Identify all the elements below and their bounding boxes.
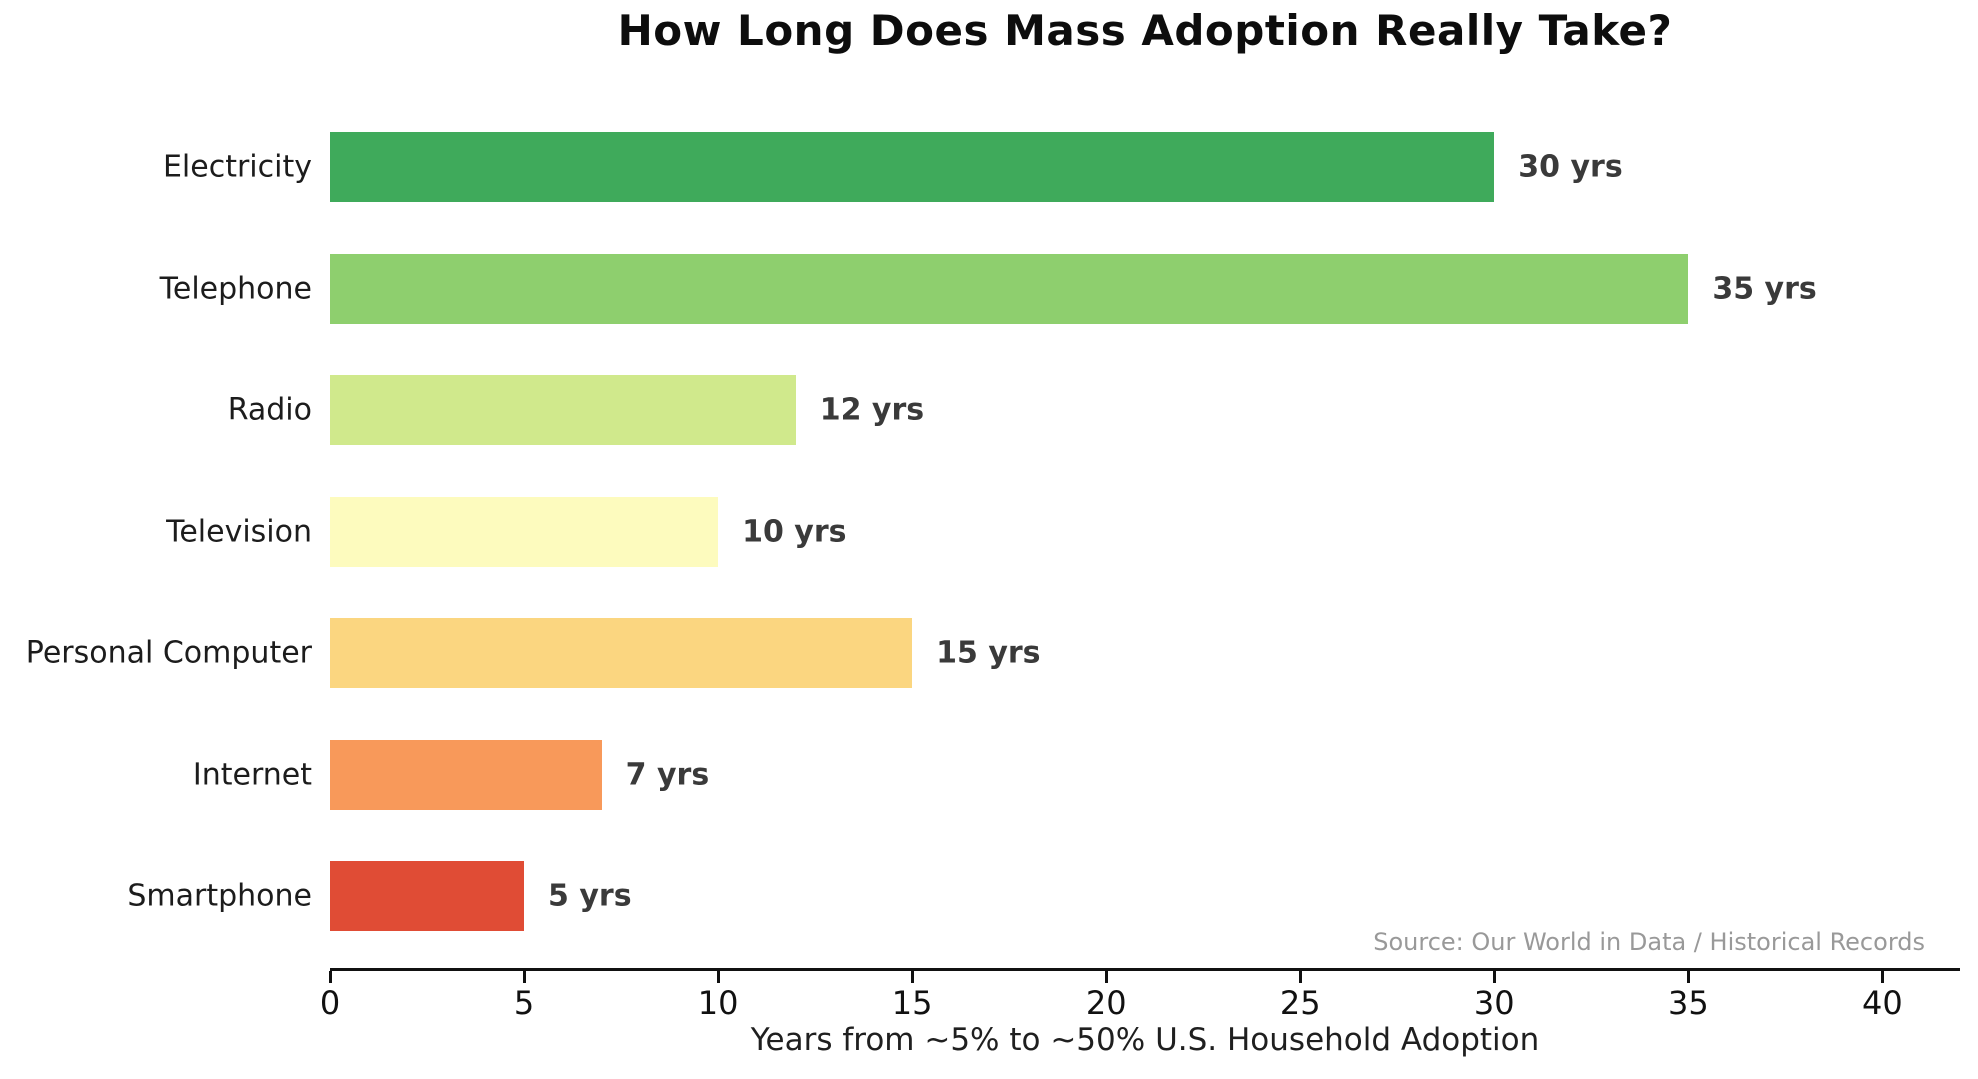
value-label: 12 yrs: [819, 392, 925, 428]
x-axis-tick: [1105, 971, 1109, 983]
bar: [330, 739, 602, 810]
category-label: Personal Computer: [25, 635, 312, 671]
x-axis-tick-label: 40: [1862, 984, 1903, 1022]
value-label: 35 yrs: [1712, 271, 1817, 306]
x-axis-tick-label: 5: [513, 984, 535, 1022]
x-axis-line: [330, 968, 1960, 971]
value-label: 10 yrs: [742, 514, 847, 549]
bar: [330, 375, 796, 445]
x-axis-tick: [1299, 971, 1303, 983]
category-label: Television: [166, 514, 312, 549]
category-label: Telephone: [159, 271, 312, 306]
category-label: Radio: [227, 392, 312, 428]
x-axis-tick: [1493, 971, 1497, 983]
bar: [330, 253, 1689, 324]
value-label: 5 yrs: [548, 878, 632, 914]
x-axis-tick-label: 30: [1473, 984, 1515, 1022]
x-axis-label: Years from ~5% to ~50% U.S. Household Ad…: [750, 1022, 1540, 1058]
category-label: Internet: [192, 757, 312, 792]
category-label: Smartphone: [127, 878, 312, 914]
category-label: Electricity: [162, 149, 312, 185]
x-axis-tick-label: 25: [1279, 984, 1321, 1022]
x-axis-tick-label: 15: [891, 984, 933, 1022]
bar: [330, 132, 1495, 202]
bar: [330, 861, 525, 931]
x-axis-tick: [329, 971, 332, 983]
chart-title: How Long Does Mass Adoption Really Take?: [617, 6, 1673, 55]
x-axis-tick: [1687, 971, 1691, 983]
x-axis-tick: [717, 971, 721, 983]
x-axis-tick-label: 0: [319, 984, 341, 1022]
bar: [330, 496, 719, 567]
bar: [330, 618, 913, 688]
x-axis-tick-label: 10: [697, 984, 739, 1022]
value-label: 15 yrs: [936, 635, 1041, 671]
value-label: 7 yrs: [625, 757, 710, 792]
x-axis-tick: [523, 971, 527, 983]
x-axis-tick: [1881, 971, 1885, 983]
source-annotation: Source: Our World in Data / Historical R…: [1373, 928, 1925, 956]
value-label: 30 yrs: [1518, 149, 1623, 185]
x-axis-tick: [911, 971, 915, 983]
x-axis-tick-label: 20: [1085, 984, 1127, 1022]
x-axis-tick-label: 35: [1667, 984, 1709, 1022]
